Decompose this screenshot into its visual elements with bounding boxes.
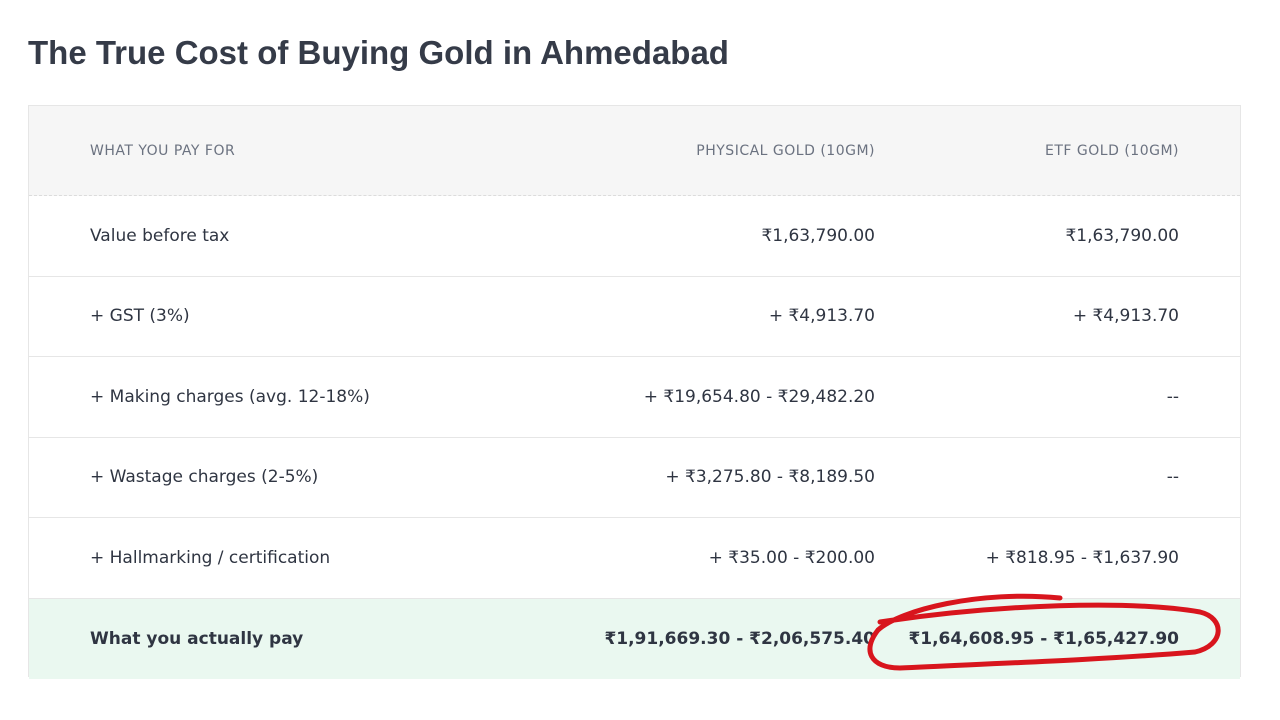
table-cell: + ₹3,275.80 - ₹8,189.50	[665, 467, 875, 488]
table-cell: + GST (3%)	[90, 306, 190, 327]
table-cell: + ₹35.00 - ₹200.00	[708, 547, 875, 568]
body-row: Value before tax ₹1,63,790.00 ₹1,63,790.00	[29, 196, 1240, 277]
page-title: The True Cost of Buying Gold in Ahmedaba…	[28, 34, 729, 71]
table-cell: ETF GOLD (10GM)	[1045, 142, 1179, 159]
table-cell: + Making charges (avg. 12-18%)	[90, 386, 370, 407]
table-cell: + Hallmarking / certification	[90, 547, 331, 568]
table-cell: What you actually pay	[90, 628, 304, 649]
table-cell: --	[1166, 467, 1179, 488]
table-cell: + ₹4,913.70	[1072, 306, 1179, 327]
table-cell: + Wastage charges (2-5%)	[90, 467, 319, 488]
table-cell: ₹1,91,669.30 - ₹2,06,575.40	[604, 628, 875, 649]
table-cell: Value before tax	[90, 225, 230, 246]
table-cell: PHYSICAL GOLD (10GM)	[696, 142, 875, 159]
table-cell: WHAT YOU PAY FOR	[90, 142, 236, 159]
table-cell: + ₹818.95 - ₹1,637.90	[985, 547, 1179, 568]
body-row: + Wastage charges (2-5%) + ₹3,275.80 - ₹8…	[29, 438, 1240, 518]
cost-table: WHAT YOU PAY FOR PHYSICAL GOLD (10GM) ETF …	[28, 105, 1241, 679]
table-cell: ₹1,64,608.95 - ₹1,65,427.90	[908, 628, 1179, 649]
body-row: + Making charges (avg. 12-18%) + ₹19,654.…	[29, 357, 1240, 438]
total-row: What you actually pay ₹1,91,669.30 - ₹2,0…	[29, 598, 1240, 679]
body-row: + Hallmarking / certification + ₹35.00 - …	[29, 518, 1240, 599]
table-cell: ₹1,63,790.00	[1065, 225, 1179, 246]
table-cell: + ₹4,913.70	[768, 306, 875, 327]
body-row: + GST (3%) + ₹4,913.70 + ₹4,913.70	[29, 277, 1240, 357]
head-row: WHAT YOU PAY FOR PHYSICAL GOLD (10GM) ETF …	[29, 106, 1240, 196]
table-cell: ₹1,63,790.00	[761, 225, 875, 246]
table-cell: + ₹19,654.80 - ₹29,482.20	[643, 386, 875, 407]
table-cell: --	[1166, 386, 1179, 407]
